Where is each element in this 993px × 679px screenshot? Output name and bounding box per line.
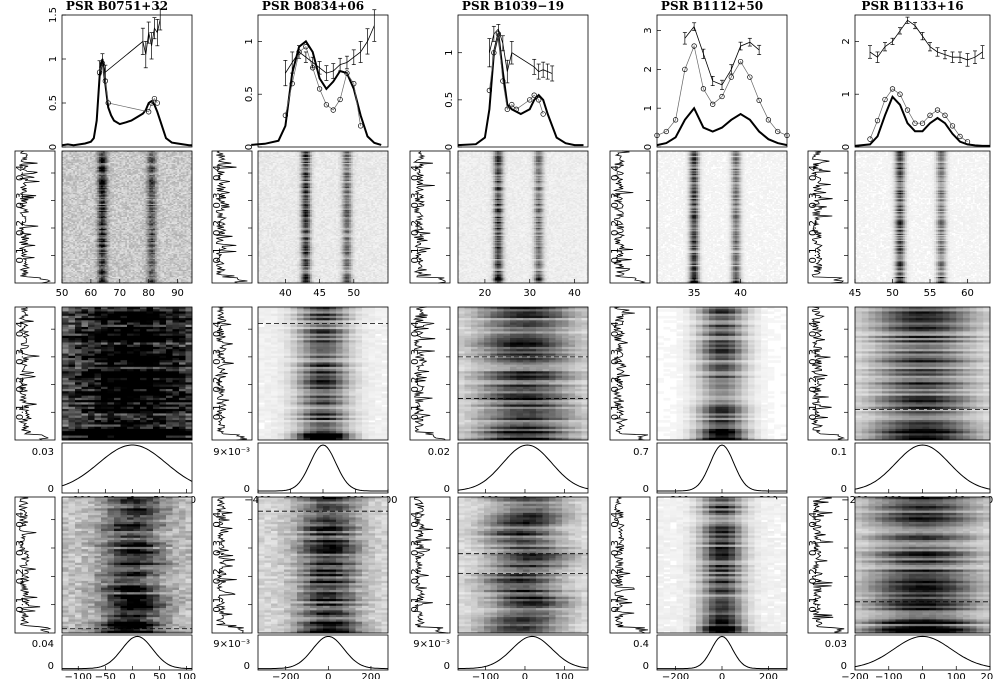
profile-ytick-label: 0 bbox=[48, 144, 59, 150]
profile-ytick-label: 0.5 bbox=[48, 95, 59, 111]
profile-index-line bbox=[100, 19, 161, 72]
profile-modulation-point bbox=[155, 101, 160, 106]
fluct2-side-tick-label: 0.1 bbox=[15, 597, 26, 613]
rate-side-tick-label: 0.1 bbox=[15, 248, 26, 264]
profile-ytick-label: 1 bbox=[48, 56, 59, 62]
fluct1-side-tick-label: 0.4 bbox=[15, 321, 26, 337]
profile-mean-line bbox=[62, 59, 192, 145]
fluct1-side-tick-label: 0.3 bbox=[15, 349, 26, 365]
fluct2-side-tick-label: 0.4 bbox=[15, 512, 26, 528]
fluct2-side-tick-label: 0.2 bbox=[15, 568, 26, 584]
fluct1-side-tick-label: 0.2 bbox=[15, 377, 26, 393]
fluct2-side-tick-label: 0.3 bbox=[15, 540, 26, 556]
profile-frame bbox=[62, 15, 192, 147]
profile-ytick-label: 1.5 bbox=[48, 7, 59, 23]
rate-side-tick-label: 0.3 bbox=[15, 193, 26, 209]
fluct1-side-tick-label: 0.1 bbox=[15, 404, 26, 420]
column-0: PSR B0751+32 0 0.5 1 1.5 0.1 0.2 0.3 0.4 0.1 0.2 0.… bbox=[15, 0, 196, 679]
rate-side-tick-label: 0.4 bbox=[15, 165, 26, 181]
panel-title: PSR B0751+32 bbox=[66, 0, 168, 13]
rate-side-tick-label: 0.2 bbox=[15, 220, 26, 236]
